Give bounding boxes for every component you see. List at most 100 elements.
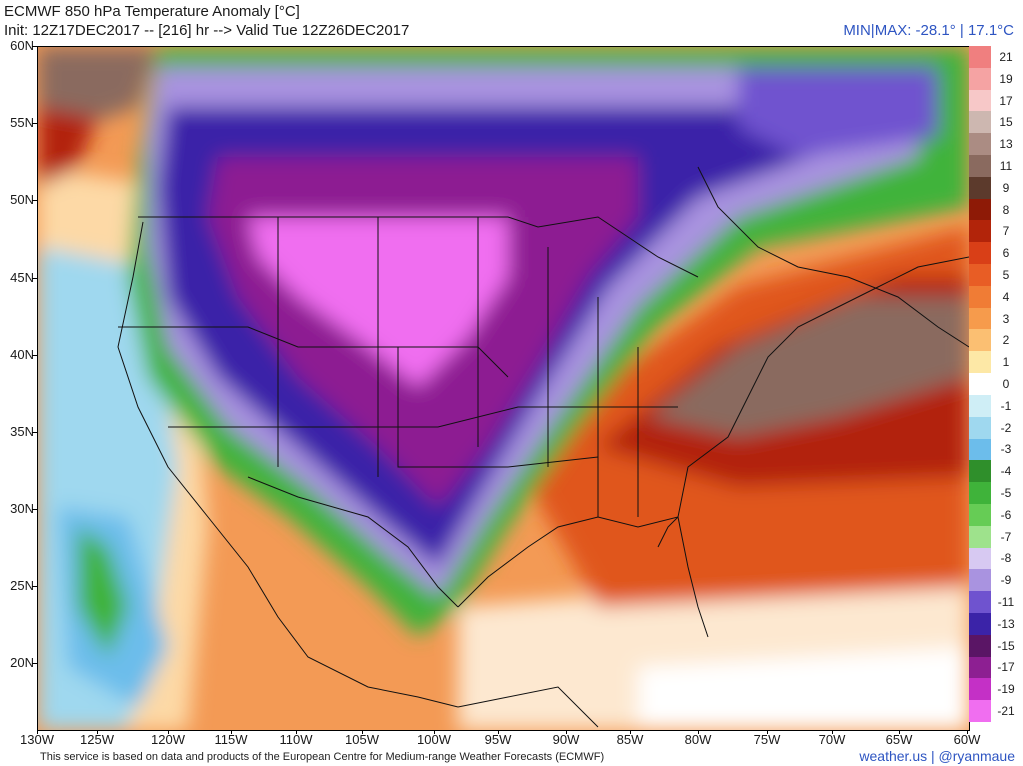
colorbar-label: -9 [1000, 573, 1012, 588]
colorbar-swatch [969, 67, 991, 91]
lon-tick [630, 730, 631, 734]
lon-tick [168, 730, 169, 734]
map-canvas [38, 47, 969, 730]
lon-tick [97, 730, 98, 734]
colorbar-swatch [969, 220, 991, 243]
colorbar-swatch [969, 111, 991, 134]
colorbar-swatch [969, 438, 991, 461]
colorbar-swatch [969, 89, 991, 112]
lat-tick [32, 509, 37, 510]
political-boundaries [117, 166, 969, 728]
colorbar-swatch [969, 482, 991, 505]
colorbar-swatch [969, 285, 991, 309]
lat-label-35n: 35N [10, 424, 34, 439]
colorbar-label: 5 [1002, 267, 1010, 282]
colorbar-swatch [969, 634, 991, 658]
lat-tick [32, 355, 37, 356]
colorbar-swatch [969, 700, 991, 723]
lon-label-60w: 60W [953, 732, 981, 747]
colorbar-swatch [969, 351, 991, 374]
lon-label-110w: 110W [279, 732, 313, 747]
colorbar-swatch [969, 656, 991, 679]
colorbar-label: 7 [1002, 224, 1010, 239]
lon-label-90w: 90W [552, 732, 580, 747]
colorbar-swatch [969, 242, 991, 265]
colorbar-swatch [969, 460, 991, 483]
colorbar-label: -5 [1000, 486, 1012, 501]
lon-label-120w: 120W [151, 732, 185, 747]
lat-label-60n: 60N [10, 38, 34, 53]
colorbar-label: -15 [997, 638, 1015, 653]
colorbar-label: -4 [1000, 464, 1012, 479]
lat-tick [32, 46, 37, 47]
lon-label-115w: 115W [214, 732, 248, 747]
colorbar-label: -7 [1000, 529, 1012, 544]
colorbar-swatch [969, 46, 991, 69]
lat-label-55n: 55N [10, 115, 34, 130]
colorbar-swatch [969, 264, 991, 287]
lat-label-50n: 50N [10, 192, 34, 207]
colorbar-label: 11 [999, 158, 1013, 173]
lon-tick [566, 730, 567, 734]
lon-tick [967, 730, 968, 734]
colorbar-label: 8 [1002, 202, 1010, 217]
colorbar-label: 1 [1002, 355, 1010, 370]
colorbar-label: 13 [999, 137, 1013, 152]
lon-tick [434, 730, 435, 734]
colorbar-swatch [969, 373, 991, 396]
colorbar-swatch [969, 329, 991, 352]
lat-tick [32, 432, 37, 433]
temperature-anomaly-map [37, 46, 970, 731]
colorbar-swatch [969, 612, 991, 636]
map-title: ECMWF 850 hPa Temperature Anomaly [°C] [4, 3, 300, 20]
brand-link[interactable]: weather.us | @ryanmaue [859, 748, 1015, 764]
colorbar-label: 2 [1002, 333, 1010, 348]
colorbar-label: -11 [997, 595, 1015, 610]
lon-tick [899, 730, 900, 734]
lat-label-20n: 20N [10, 655, 34, 670]
colorbar-label: -2 [1000, 420, 1012, 435]
colorbar-label: 15 [999, 115, 1013, 130]
colorbar-label: 0 [1002, 377, 1010, 391]
init-valid-line: Init: 12Z17DEC2017 -- [216] hr --> Valid… [4, 22, 410, 39]
lon-label-125w: 125W [80, 732, 114, 747]
lon-label-70w: 70W [818, 732, 846, 747]
colorbar-swatch [969, 416, 991, 439]
lon-label-100w: 100W [417, 732, 451, 747]
lat-label-30n: 30N [10, 501, 34, 516]
colorbar-swatch [969, 503, 991, 527]
colorbar-label: 4 [1002, 289, 1010, 304]
data-credit: This service is based on data and produc… [40, 751, 605, 763]
min-max-readout: MIN|MAX: -28.1° | 17.1°C [843, 22, 1014, 39]
lon-label-105w: 105W [345, 732, 379, 747]
lon-tick [362, 730, 363, 734]
colorbar-label: -8 [1000, 551, 1012, 566]
lon-label-65w: 65W [885, 732, 913, 747]
lat-label-25n: 25N [10, 578, 34, 593]
lat-label-45n: 45N [10, 270, 34, 285]
lat-tick [32, 123, 37, 124]
lon-tick [498, 730, 499, 734]
lat-tick [32, 200, 37, 201]
lon-tick [832, 730, 833, 734]
colorbar-swatch [969, 547, 991, 570]
lon-label-95w: 95W [484, 732, 512, 747]
colorbar-label: -21 [997, 704, 1015, 719]
lon-tick [296, 730, 297, 734]
colorbar-label: -17 [997, 660, 1015, 675]
lon-tick [231, 730, 232, 734]
lon-label-80w: 80W [684, 732, 712, 747]
colorbar-label: -19 [997, 682, 1015, 697]
colorbar-swatch [969, 525, 991, 549]
colorbar-label: -13 [997, 616, 1015, 631]
colorbar-swatch [969, 176, 991, 200]
lon-label-130w: 130W [20, 732, 54, 747]
colorbar-swatch [969, 155, 991, 178]
colorbar-swatch [969, 198, 991, 221]
colorbar-swatch [969, 394, 991, 418]
colorbar-swatch [969, 678, 991, 701]
colorbar-label: -3 [1000, 442, 1012, 457]
colorbar-legend: 21 19 17 15 13 11 9 8 7 6 5 4 3 2 1 0 -1 -2 -3 -4 -5 -6 -7 -8 -9… [969, 46, 1021, 723]
colorbar-swatch [969, 133, 991, 156]
colorbar-label: 21 [999, 49, 1013, 64]
